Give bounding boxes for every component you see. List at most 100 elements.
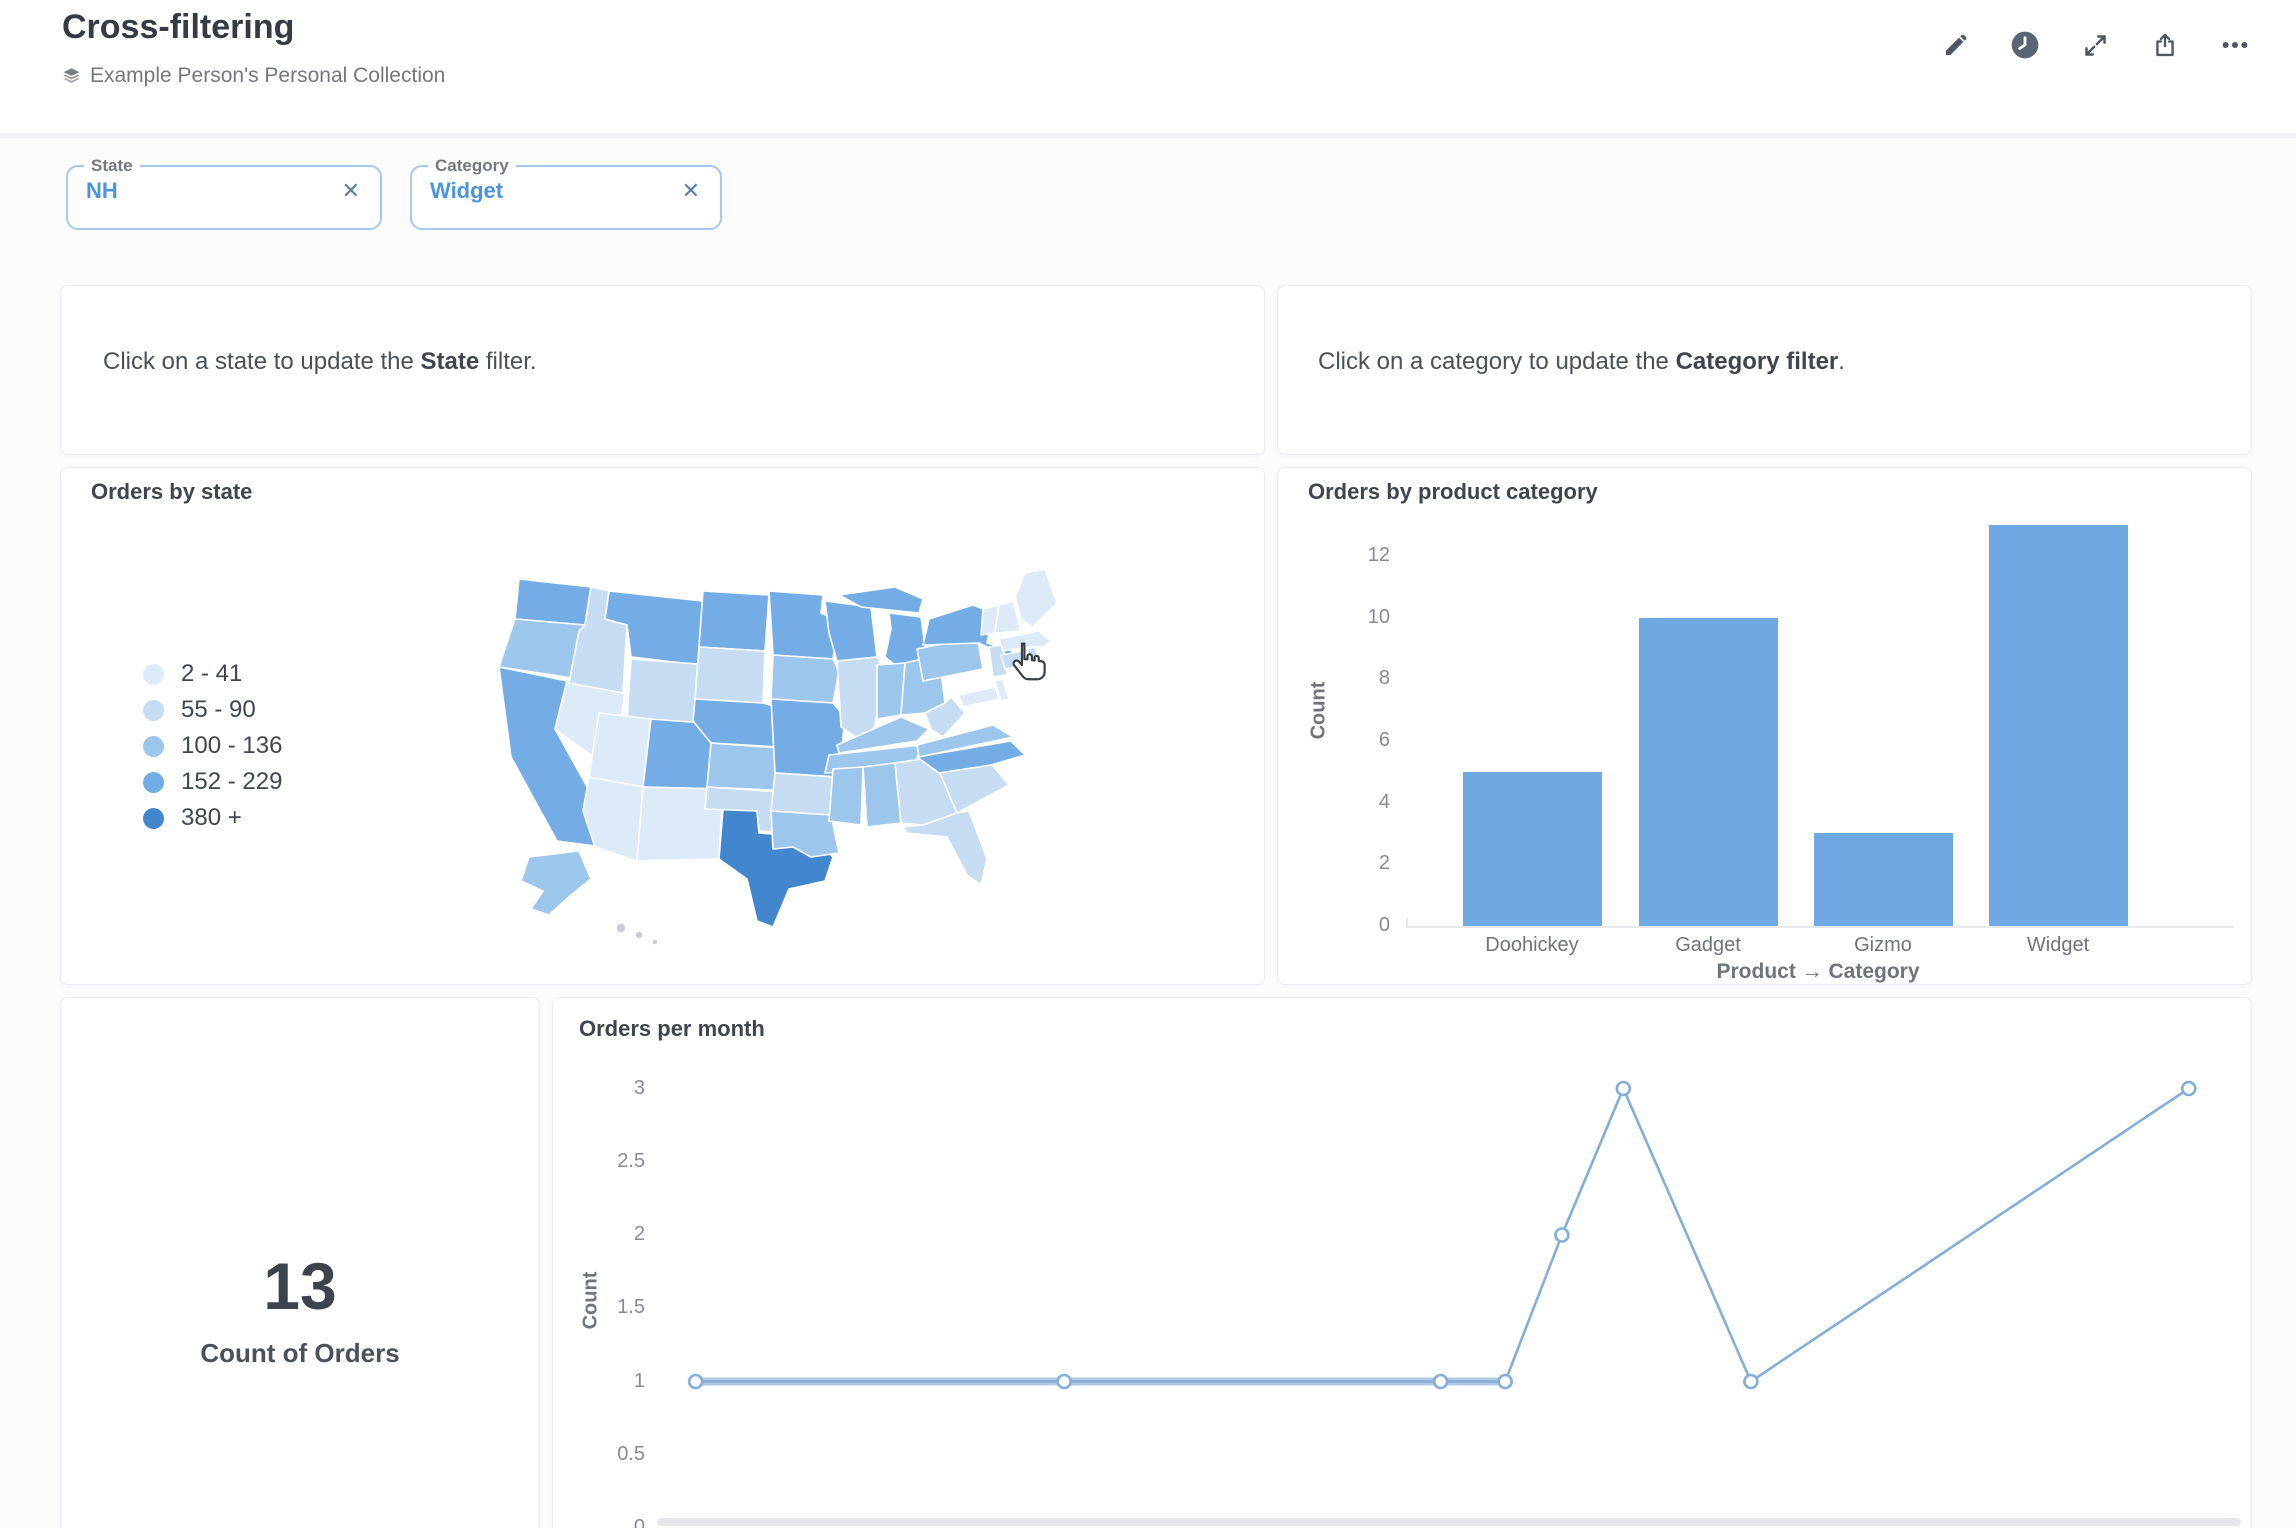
legend-swatch <box>143 807 164 829</box>
legend-item: 380 + <box>143 804 242 832</box>
ellipsis-icon <box>2220 30 2250 60</box>
more-options-button[interactable] <box>2220 30 2250 60</box>
data-point[interactable] <box>1743 1373 1759 1390</box>
bar-x-tick: Gizmo <box>1854 934 1912 956</box>
scalar-value: 13 <box>263 1249 337 1323</box>
data-point[interactable] <box>687 1373 704 1390</box>
count-of-orders-card: 13 Count of Orders <box>60 997 540 1528</box>
bar-doohickey[interactable] <box>1462 771 1602 926</box>
data-point[interactable] <box>1056 1373 1073 1390</box>
clear-category-filter-icon[interactable]: ✕ <box>681 178 700 203</box>
orders-by-category-card: Orders by product category Count 0 2 4 6 8 10… <box>1277 467 2252 985</box>
page-title: Cross-filtering <box>62 8 295 46</box>
header-divider <box>0 133 2296 138</box>
legend-swatch <box>143 699 164 721</box>
orders-by-state-card: Orders by state 2 - 41 55 - 90 100 - 136 15… <box>60 467 1265 985</box>
bar-x-tick: Gadget <box>1675 934 1741 956</box>
clear-state-filter-icon[interactable]: ✕ <box>341 178 360 203</box>
legend-label: 100 - 136 <box>181 732 283 759</box>
share-button[interactable] <box>2150 30 2180 60</box>
state-WV[interactable] <box>924 696 966 738</box>
bar-widget[interactable] <box>1988 525 2128 926</box>
state-SD[interactable] <box>694 646 766 704</box>
data-point[interactable] <box>2180 1080 2197 1097</box>
bar-gizmo[interactable] <box>1813 833 1953 926</box>
line-chart[interactable] <box>553 998 2252 1528</box>
card-title-orders-by-state: Orders by state <box>91 479 253 504</box>
state-WA[interactable] <box>514 578 592 626</box>
bar-y-tick: 12 <box>1367 543 1390 566</box>
state-MA[interactable] <box>998 630 1052 652</box>
state-AK[interactable] <box>520 850 592 916</box>
clock-icon <box>2009 29 2041 61</box>
collection-layers-icon <box>62 67 81 86</box>
us-choropleth-map[interactable] <box>471 561 1121 961</box>
category-hint-text: Click on a category to update the Catego… <box>1318 348 1845 375</box>
bar-y-tick: 10 <box>1367 605 1390 628</box>
state-UT[interactable] <box>588 712 652 788</box>
state-AZ[interactable] <box>582 776 644 862</box>
fullscreen-button[interactable] <box>2080 30 2110 60</box>
scalar-label: Count of Orders <box>200 1338 400 1368</box>
state-NC[interactable] <box>916 740 1026 774</box>
filter-value-category[interactable]: Widget <box>430 178 504 203</box>
legend-item: 100 - 136 <box>143 732 282 760</box>
state-ND[interactable] <box>698 590 770 652</box>
state-FL[interactable] <box>902 810 988 886</box>
mouse-cursor <box>1012 642 1046 681</box>
state-NJ[interactable] <box>988 644 1008 678</box>
card-title-orders-by-category: Orders by product category <box>1308 479 1598 504</box>
state-MS[interactable] <box>828 766 864 826</box>
legend-item: 152 - 229 <box>143 768 282 796</box>
line-y-ticks: 3 2.5 2 1.5 1 0.5 0 <box>553 998 673 1528</box>
bar-x-axis-label: Product → Category <box>1716 960 1920 983</box>
state-IL[interactable] <box>836 656 884 740</box>
state-HI[interactable] <box>615 922 659 946</box>
bar-y-tick: 8 <box>1378 667 1390 690</box>
bar-x-tick: Doohickey <box>1485 934 1579 956</box>
bar-gadget[interactable] <box>1638 617 1778 926</box>
card-title-orders-per-month: Orders per month <box>579 1016 765 1041</box>
line-y-tick: 3 <box>633 1076 645 1099</box>
category-hint-card: Click on a category to update the Catego… <box>1277 285 2252 455</box>
state-IA[interactable] <box>770 654 840 704</box>
line-y-tick: 0.5 <box>617 1442 645 1465</box>
legend-item: 2 - 41 <box>143 660 242 688</box>
line-y-tick: 2.5 <box>617 1149 645 1172</box>
legend-swatch <box>143 735 164 757</box>
state-AR[interactable] <box>770 772 836 816</box>
state-VA[interactable] <box>916 724 1014 758</box>
filter-label-state: State <box>91 156 133 175</box>
bar-plot-area: 0 2 4 6 8 10 12 Doohickey Gadget Gizmo Widget <box>1278 468 2251 984</box>
data-point[interactable] <box>1554 1227 1570 1243</box>
state-MD[interactable] <box>958 686 1000 708</box>
bar-x-axis-line <box>1406 926 2234 928</box>
state-DE[interactable] <box>994 678 1010 702</box>
bar-x-tick: Widget <box>2026 934 2090 956</box>
filter-widget-category[interactable]: Category Widget ✕ <box>410 156 722 230</box>
expand-icon <box>2082 32 2109 59</box>
orders-per-month-card: Orders per month Count 3 2.5 2 1.5 1 0.5 0 <box>552 997 2252 1528</box>
legend-label: 380 + <box>181 804 242 831</box>
collection-name: Example Person's Personal Collection <box>90 64 446 87</box>
edit-dashboard-button[interactable] <box>1940 30 1970 60</box>
state-NH[interactable] <box>994 600 1022 634</box>
state-KY[interactable] <box>836 716 930 754</box>
filter-widget-state[interactable]: State NH ✕ <box>66 156 382 230</box>
bar-y-tick: 4 <box>1378 790 1390 813</box>
data-point[interactable] <box>1615 1080 1632 1097</box>
bar-axis-corner <box>1406 918 1408 928</box>
pencil-icon <box>1942 32 1969 59</box>
bar-y-tick: 6 <box>1378 728 1390 751</box>
filter-value-state[interactable]: NH <box>86 178 118 203</box>
state-ME[interactable] <box>1014 568 1058 628</box>
breadcrumb[interactable]: Example Person's Personal Collection <box>62 64 445 88</box>
data-point[interactable] <box>1497 1373 1514 1390</box>
legend-item: 55 - 90 <box>143 696 256 724</box>
header-actions <box>1940 30 2250 60</box>
legend-label: 2 - 41 <box>181 660 243 687</box>
auto-refresh-button[interactable] <box>2010 30 2040 60</box>
data-point[interactable] <box>1432 1373 1449 1390</box>
line-series <box>695 1087 2190 1383</box>
legend-swatch <box>143 771 164 793</box>
